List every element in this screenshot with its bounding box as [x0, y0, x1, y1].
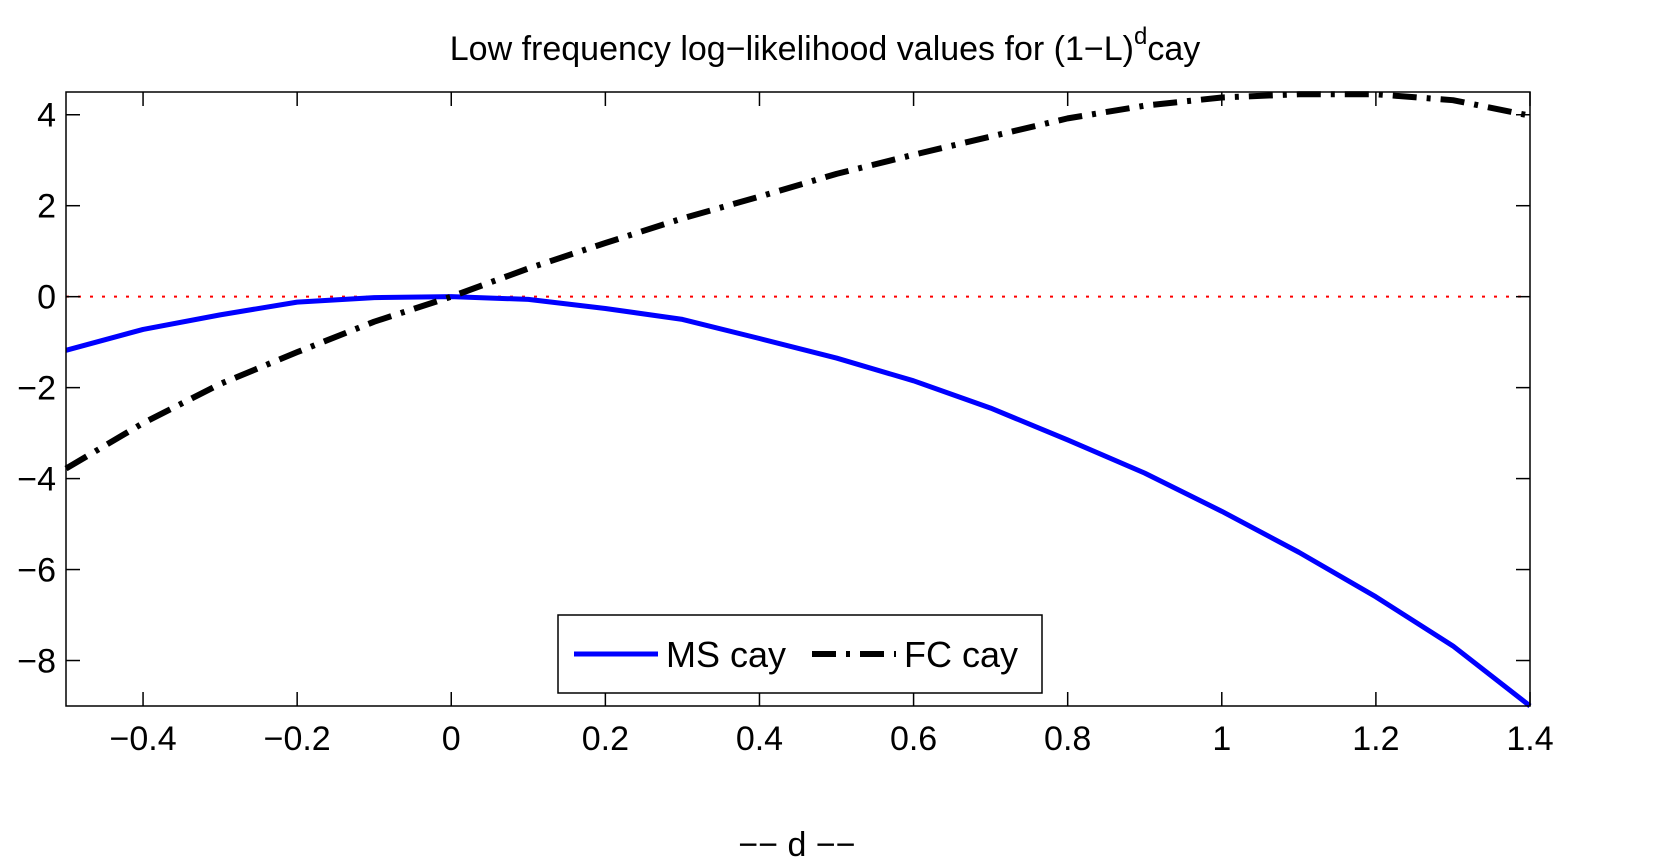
series-line-fc-cay — [64, 91, 1531, 472]
plot-area: −0.4 −0.2 0 0.2 0.4 0.6 0.8 1 1.2 1.4 4 2 0 −2 −4 −6 −8 M… — [17, 91, 1554, 758]
y-tick-label: −8 — [17, 643, 56, 681]
x-tick-label: 1.4 — [1506, 720, 1553, 758]
x-tick-label: −0.2 — [264, 720, 331, 758]
chart-title: Low frequency log−likelihood values for … — [450, 23, 1200, 68]
x-tick-label: 1.2 — [1352, 720, 1399, 758]
plot-frame — [65, 91, 1531, 707]
x-tick-label: −0.4 — [109, 720, 176, 758]
legend: MS cay FC cay — [557, 614, 1043, 694]
x-tick-label: 0.2 — [582, 720, 629, 758]
x-axis-label: −− d −− — [738, 826, 855, 864]
x-tick-label: 0.4 — [736, 720, 783, 758]
legend-label-ms-cay: MS cay — [666, 634, 786, 675]
x-tick-label: 0.6 — [890, 720, 937, 758]
y-tick-label: 4 — [37, 97, 56, 135]
legend-label-fc-cay: FC cay — [904, 634, 1018, 675]
x-tick-label: 0 — [442, 720, 461, 758]
y-tick-label: −6 — [17, 552, 56, 590]
y-tick-label: 2 — [37, 188, 56, 226]
x-tick-label: 1 — [1212, 720, 1231, 758]
y-tick-label: 0 — [37, 279, 56, 317]
y-tick-label: −4 — [17, 461, 56, 499]
x-tick-label: 0.8 — [1044, 720, 1091, 758]
y-tick-label: −2 — [17, 370, 56, 408]
series-line-ms-cay — [65, 294, 1532, 708]
